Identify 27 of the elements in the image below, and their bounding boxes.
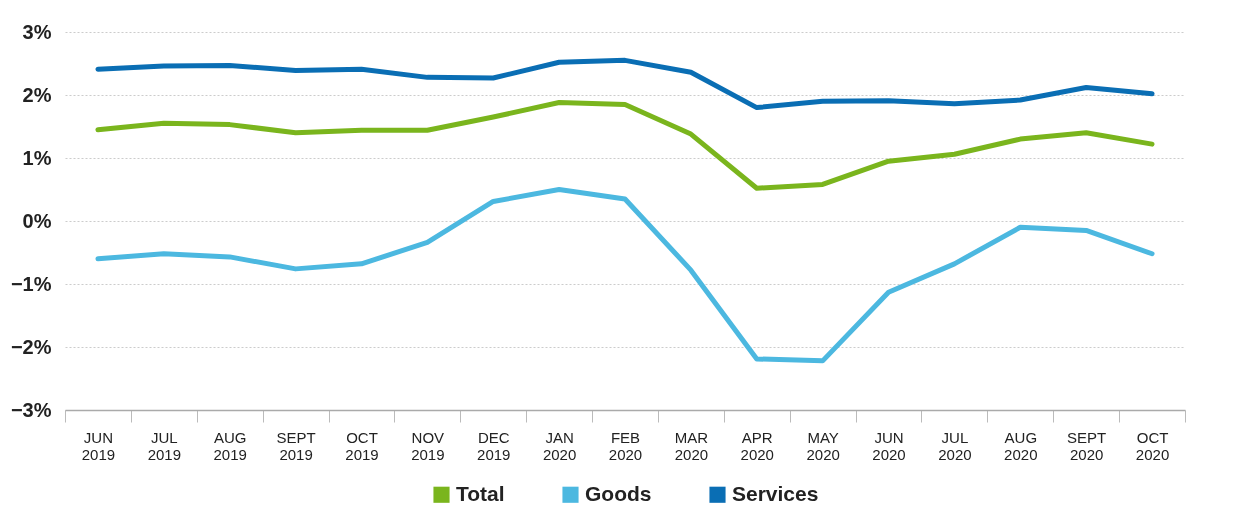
x-tick-label: OCT 2020 [1135, 428, 1170, 463]
x-tick-label: FEB 2020 [608, 428, 643, 463]
x-tick-label: JUN 2020 [872, 428, 906, 463]
x-tick-label: JUL 2020 [938, 428, 972, 463]
y-tick-label: 3% [22, 20, 52, 43]
legend-label: Total [456, 481, 505, 505]
x-tick-label: AUG 2020 [1004, 428, 1038, 463]
x-tick-label: DEC 2019 [477, 428, 511, 463]
legend-label: Services [732, 481, 819, 505]
x-tick-label: MAR 2020 [674, 428, 709, 463]
y-tick-label: 0% [22, 209, 52, 232]
y-tick-label: −2% [10, 335, 52, 358]
x-tick-label: NOV 2019 [411, 428, 445, 463]
y-tick-label: −1% [10, 272, 52, 295]
x-tick-label: JAN 2020 [542, 428, 577, 463]
x-tick-label: AUG 2019 [213, 428, 247, 463]
y-tick-label: 1% [22, 146, 52, 169]
x-tick-label: SEPT 2020 [1067, 428, 1107, 463]
x-tick-label: MAY 2020 [806, 428, 840, 463]
y-tick-label: 2% [22, 83, 52, 106]
legend-label: Goods [585, 481, 652, 505]
x-tick-label: JUL 2019 [147, 428, 182, 463]
x-tick-label: SEPT 2019 [276, 428, 316, 463]
y-tick-label: −3% [10, 398, 52, 421]
x-tick-label: OCT 2019 [345, 428, 379, 463]
x-tick-label: JUN 2019 [81, 428, 116, 463]
x-tick-label: APR 2020 [740, 428, 774, 463]
